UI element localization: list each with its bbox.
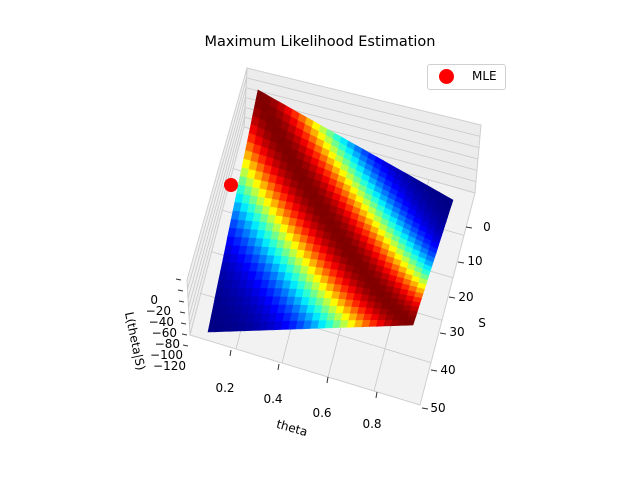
surface-patch [406,315,417,321]
y-tick-mark [421,407,429,410]
grid-line [187,77,247,290]
surface-patch [409,305,420,312]
legend-label-mle: MLE [472,69,497,83]
z-tick-mark [179,311,186,314]
z-tick-label: −100 [150,348,183,362]
x-tick-mark [277,363,280,371]
grid-line [245,87,480,149]
x-axis-label: theta [275,417,309,439]
y-tick-mark [439,332,447,335]
y-tick-mark [430,369,438,372]
grid-line [246,77,481,137]
y-axis-label: S [478,316,486,330]
x-tick-mark [229,349,232,357]
grid-line [189,117,245,326]
z-tick-mark [175,278,182,281]
x-tick-mark [375,391,378,399]
axes-ticks [175,226,473,410]
z-tick-label: −80 [155,337,180,351]
z-tick-label: −60 [152,326,177,340]
x-tick-label: 0.4 [263,392,282,406]
y-tick-label: 30 [449,325,464,339]
surface-patch [408,310,418,317]
likelihood-surface [207,89,454,333]
x-tick-label: 0.6 [312,406,331,420]
legend-marker-mle [439,69,454,84]
x-tick-label: 0.2 [215,381,234,395]
z-tick-mark [181,333,188,336]
chart-title: Maximum Likelihood Estimation [204,34,436,50]
y-tick-label: 20 [458,290,473,304]
z-tick-label: −40 [149,315,174,329]
x-tick-label: 0.8 [362,417,381,431]
z-axis-label: L(theta|S) [122,311,148,372]
y-tick-label: 40 [440,363,455,377]
y-tick-label: 0 [483,220,491,234]
y-tick-mark [457,261,465,264]
y-tick-label: 10 [467,254,482,268]
surface-patch [405,320,415,326]
z-tick-mark [180,322,187,325]
z-tick-label: 0 [150,293,158,307]
grid-line [188,97,246,308]
y-tick-label: 50 [430,401,445,415]
z-tick-label: −20 [146,304,171,318]
y-tick-mark [465,226,473,229]
grid-line [188,107,246,317]
x-tick-mark [326,376,329,384]
z-tick-mark [178,300,185,303]
grid-line [187,87,247,299]
z-tick-mark [182,344,189,347]
legend: MLE [427,64,506,90]
mle-point [224,178,238,192]
z-tick-label: −120 [153,359,186,373]
y-tick-mark [448,296,456,299]
z-tick-mark [177,289,184,292]
